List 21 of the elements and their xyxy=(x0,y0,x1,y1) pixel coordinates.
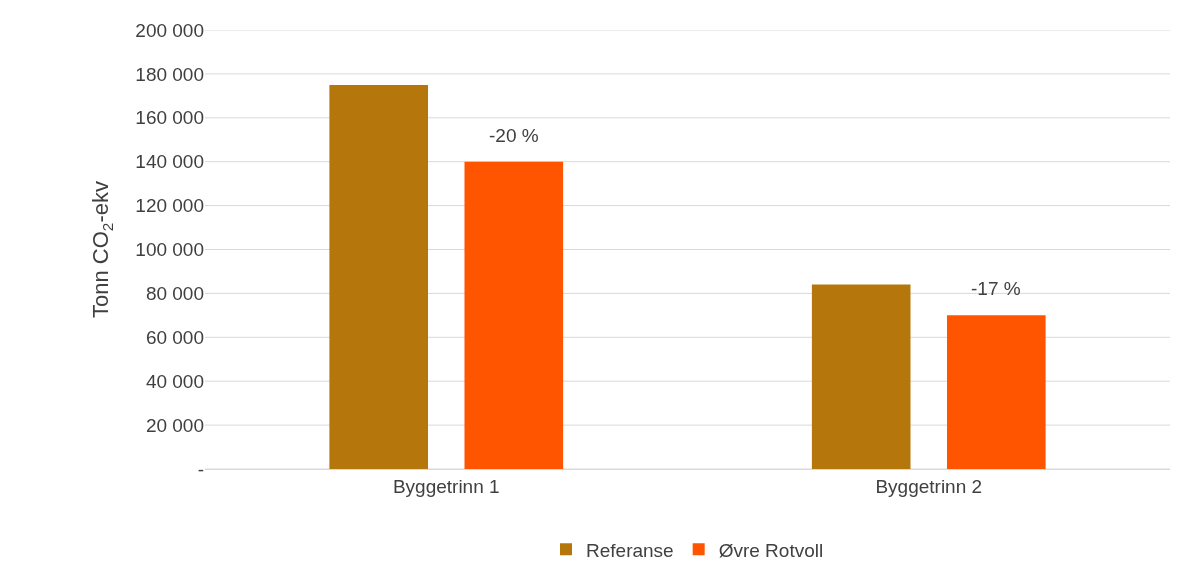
legend-label: Referanse xyxy=(586,539,674,561)
annotation: -17 % xyxy=(971,278,1021,299)
bar xyxy=(946,315,1046,469)
bar xyxy=(464,161,564,469)
y-tick-label: 180 000 xyxy=(135,63,204,85)
y-tick-label: 40 000 xyxy=(145,370,204,392)
bar xyxy=(811,284,911,469)
y-tick-label: 160 000 xyxy=(135,107,204,129)
y-tick-label: 120 000 xyxy=(135,195,204,217)
y-tick-label: 100 000 xyxy=(135,239,204,261)
annotation: -20 % xyxy=(489,125,539,146)
y-tick-label: 20 000 xyxy=(145,414,204,436)
x-tick-label: Byggetrinn 2 xyxy=(875,475,983,497)
legend-label: Øvre Rotvoll xyxy=(718,539,824,561)
bar xyxy=(329,84,429,469)
y-tick-label: 140 000 xyxy=(135,151,204,173)
x-tick-label: Byggetrinn 1 xyxy=(392,475,500,497)
y-tick-label: - xyxy=(197,458,204,480)
y-tick-label: 80 000 xyxy=(145,283,204,305)
y-tick-label: 60 000 xyxy=(145,326,204,348)
y-tick-label: 200 000 xyxy=(135,19,204,41)
